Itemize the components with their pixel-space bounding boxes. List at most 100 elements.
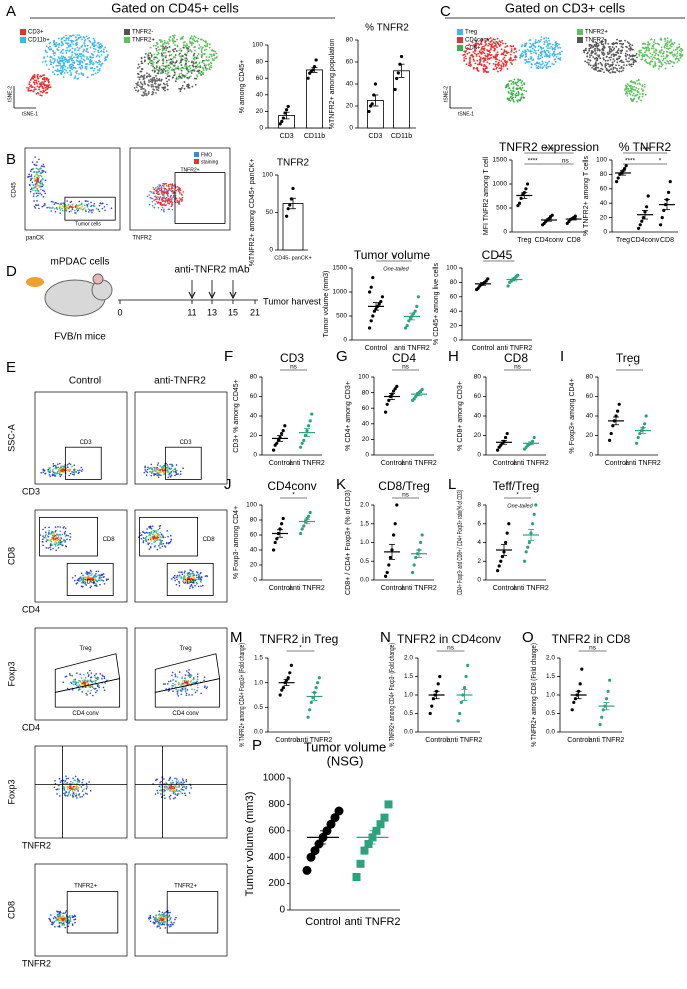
- cell-dot: [101, 45, 104, 48]
- cell-dot: [516, 87, 518, 90]
- cell-dot: [202, 73, 205, 76]
- cell-dot: [594, 53, 596, 55]
- legend-swatch: [457, 37, 463, 43]
- cell-dot: [29, 79, 32, 81]
- cell-dot: [55, 537, 58, 539]
- cell-dot: [169, 66, 172, 69]
- plot-frame: [34, 745, 128, 839]
- cell-dot: [72, 788, 74, 790]
- cell-dot: [91, 573, 93, 575]
- cell-dot: [35, 171, 38, 173]
- cell-dot: [64, 65, 67, 68]
- cell-dot: [65, 775, 67, 778]
- cell-dot: [557, 46, 560, 49]
- cell-dot: [98, 686, 100, 689]
- cell-dot: [92, 56, 94, 59]
- cell-dot: [76, 797, 78, 799]
- cell-dot: [502, 64, 505, 66]
- cell-dot: [594, 62, 597, 65]
- cell-dot: [172, 682, 174, 685]
- cell-dot: [150, 64, 153, 67]
- cell-dot: [61, 541, 63, 543]
- cell-dot: [191, 38, 194, 41]
- cell-dot: [178, 197, 181, 199]
- legend-swatch: [577, 37, 583, 43]
- cell-dot: [157, 538, 160, 541]
- cell-dot: [153, 188, 156, 191]
- cell-dot: [212, 50, 215, 53]
- cell-dot: [55, 41, 58, 44]
- cell-dot: [474, 62, 477, 65]
- cell-dot: [75, 208, 78, 210]
- cell-dot: [612, 71, 614, 74]
- cell-dot: [154, 544, 156, 547]
- cell-dot: [622, 67, 625, 70]
- cell-dot: [586, 61, 588, 64]
- cell-dot: [164, 67, 167, 70]
- cell-dot: [37, 80, 40, 83]
- cell-dot: [503, 60, 506, 62]
- cell-dot: [55, 64, 58, 67]
- cell-dot: [43, 536, 45, 539]
- cell-dot: [45, 84, 48, 87]
- cell-dot: [102, 580, 105, 582]
- cell-dot: [158, 910, 161, 913]
- cell-dot: [62, 43, 65, 46]
- cell-dot: [86, 786, 88, 788]
- cell-dot: [170, 62, 173, 65]
- cell-dot: [62, 915, 65, 918]
- cell-dot: [162, 536, 165, 539]
- cell-dot: [169, 777, 171, 780]
- cell-dot: [488, 53, 491, 56]
- cell-dot: [647, 55, 649, 58]
- cell-dot: [182, 67, 185, 69]
- cell-dot: [181, 778, 184, 780]
- cell-dot: [169, 798, 171, 800]
- cell-dot: [506, 68, 509, 70]
- cell-dot: [64, 68, 66, 71]
- cell-dot: [182, 682, 184, 685]
- cell-dot: [144, 469, 146, 471]
- cell-dot: [82, 58, 85, 61]
- cell-dot: [179, 52, 181, 55]
- cell-dot: [178, 73, 181, 75]
- cell-dot: [35, 92, 38, 95]
- cell-dot: [475, 55, 478, 57]
- cell-dot: [153, 82, 156, 85]
- cell-dot: [530, 56, 533, 59]
- label: Tumor cells: [75, 221, 101, 227]
- cell-dot: [666, 43, 669, 46]
- cell-dot: [164, 182, 166, 185]
- cell-dot: [476, 68, 479, 71]
- cell-dot: [85, 792, 87, 795]
- cell-dot: [59, 795, 61, 797]
- cell-dot: [535, 64, 538, 67]
- cell-dot: [520, 97, 522, 100]
- cell-dot: [168, 54, 171, 57]
- cell-dot: [184, 674, 187, 676]
- gate-label: CD4 conv: [72, 711, 98, 717]
- cell-dot: [488, 57, 491, 60]
- cell-dot: [613, 53, 616, 56]
- axis-label: CD4: [22, 604, 40, 614]
- cell-dot: [494, 48, 497, 50]
- cell-dot: [620, 45, 623, 48]
- cell-dot: [95, 60, 97, 63]
- cell-dot: [514, 58, 517, 61]
- cell-dot: [152, 192, 155, 195]
- cell-dot: [183, 792, 186, 795]
- cell-dot: [80, 55, 83, 58]
- heading: Gated on CD45+ cells: [111, 0, 239, 15]
- cell-dot: [504, 86, 507, 89]
- cell-dot: [147, 91, 150, 93]
- cell-dot: [181, 782, 184, 785]
- cell-dot: [190, 569, 192, 572]
- cell-dot: [186, 572, 189, 575]
- cell-dot: [146, 75, 149, 78]
- cell-dot: [506, 97, 509, 100]
- cell-dot: [41, 185, 44, 188]
- cell-dot: [495, 67, 498, 70]
- cell-dot: [514, 56, 517, 59]
- cell-dot: [69, 532, 71, 535]
- cell-dot: [160, 208, 163, 211]
